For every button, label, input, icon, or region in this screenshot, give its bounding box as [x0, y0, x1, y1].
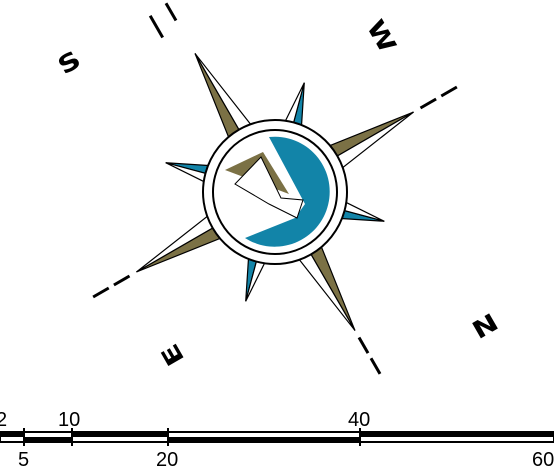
scale-seg-1 — [0, 432, 24, 437]
east-label: E — [156, 339, 190, 370]
dash-south-2 — [369, 357, 382, 375]
scale-seg-5 — [360, 432, 554, 437]
scale-label-top-2: 10 — [58, 409, 80, 431]
west-label: W — [361, 15, 401, 57]
emblem-teal-arc — [245, 136, 330, 247]
scale-seg-4 — [168, 437, 360, 442]
scale-label-bottom-1: 5 — [18, 449, 29, 471]
north-label: N — [467, 307, 502, 343]
scale-seg-2 — [24, 437, 72, 442]
south-label: S — [53, 46, 85, 81]
scale-label-top-1: 2 — [0, 409, 7, 431]
scale-label-bottom-2: 20 — [156, 449, 178, 471]
scale-bar: 2 10 40 5 20 60 — [0, 409, 554, 471]
dash-north-2 — [164, 2, 178, 22]
scale-label-top-3: 40 — [348, 409, 370, 431]
dash-north-1 — [148, 15, 164, 39]
dash-west-1 — [113, 274, 131, 287]
center-emblem — [225, 136, 330, 247]
scale-seg-3 — [72, 432, 168, 437]
emblem-white-chevron — [234, 156, 304, 219]
dash-east-1 — [419, 97, 437, 110]
scale-label-bottom-3: 60 — [532, 449, 554, 471]
dash-south-1 — [357, 336, 370, 354]
dash-west-2 — [92, 286, 110, 299]
dash-east-2 — [440, 85, 458, 98]
